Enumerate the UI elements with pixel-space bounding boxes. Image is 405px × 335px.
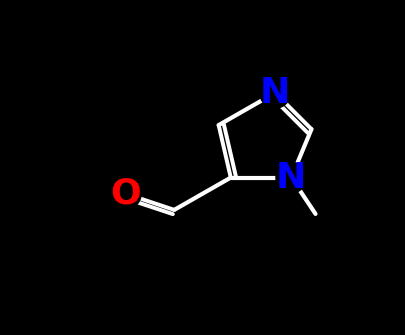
- Circle shape: [276, 162, 307, 193]
- Circle shape: [260, 77, 290, 108]
- Text: N: N: [276, 160, 307, 195]
- Text: O: O: [111, 177, 141, 211]
- Circle shape: [111, 179, 141, 209]
- Text: N: N: [260, 76, 290, 110]
